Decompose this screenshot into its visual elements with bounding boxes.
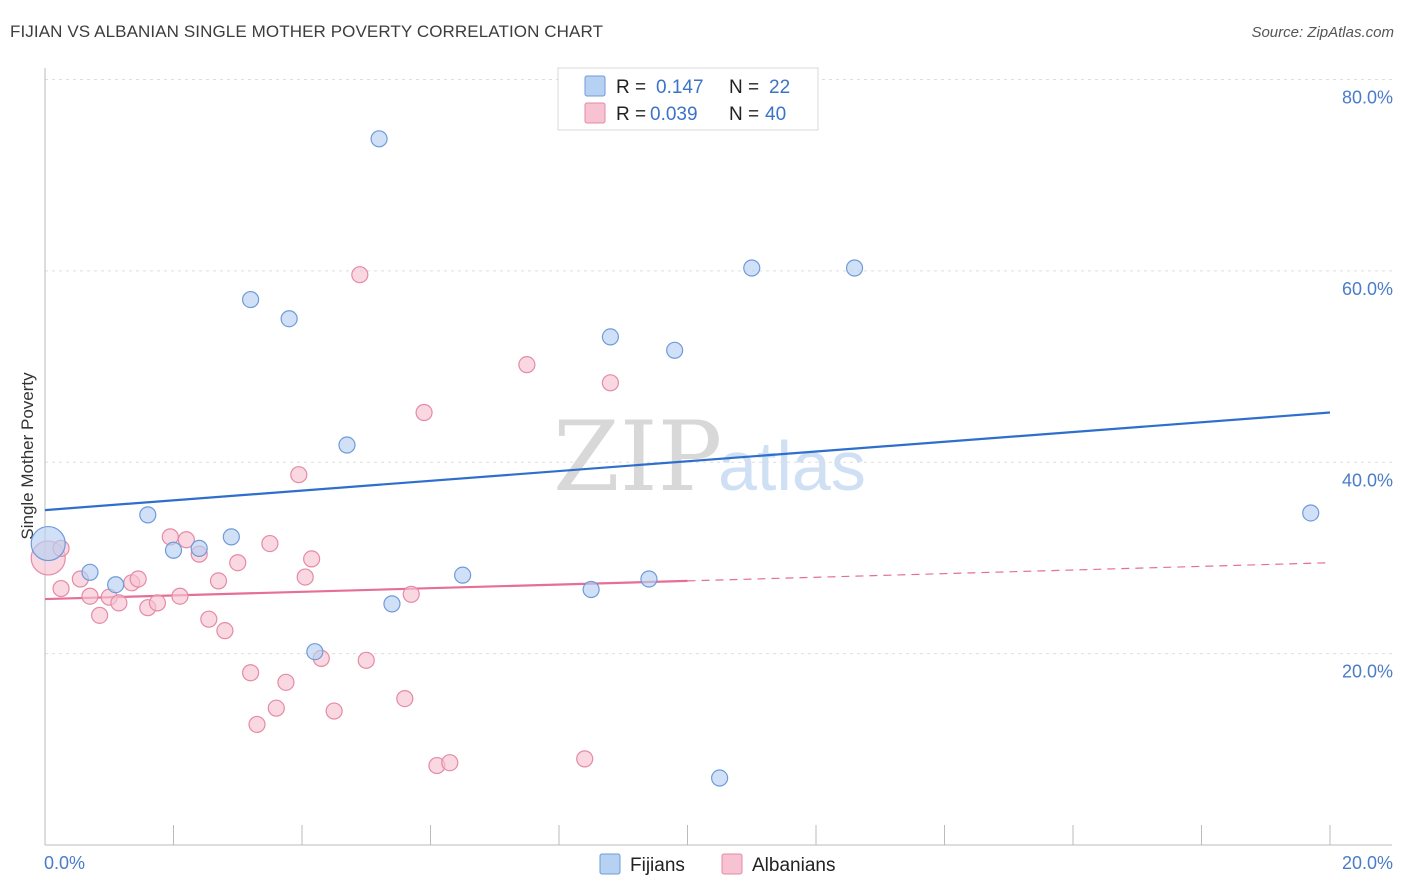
legend-swatch-albanians [584, 102, 606, 124]
point-fijians-14 [582, 580, 600, 599]
legend-fijians-r-value: 0.147 [656, 77, 704, 98]
trend-line-fijians [44, 411, 1331, 512]
point-albanians-36 [441, 754, 459, 772]
point-fijians-17 [666, 341, 684, 359]
point-albanians-21 [248, 715, 266, 734]
point-albanians-22 [261, 534, 279, 553]
point-albanians-23 [267, 699, 285, 717]
x-tick-label-max: 20.0% [1342, 853, 1393, 873]
point-albanians-18 [216, 622, 234, 640]
data-points [30, 130, 1320, 787]
point-fijians-15 [601, 328, 620, 346]
trend-line-albanians-extension [687, 562, 1331, 582]
legend-albanians-n-label: N = [729, 104, 759, 125]
point-fijians-21 [1302, 504, 1320, 522]
x-ticks [44, 825, 1331, 845]
y-tick-label-80: 80.0% [1342, 88, 1393, 108]
point-albanians-16 [200, 610, 218, 628]
point-fijians-16 [640, 570, 658, 588]
point-fijians-1 [81, 563, 99, 581]
bottom-legend-swatch-fijians [599, 853, 621, 875]
watermark-zip: ZIP [553, 401, 722, 513]
point-albanians-11 [148, 594, 167, 612]
point-albanians-13 [171, 587, 189, 605]
point-albanians-33 [402, 585, 420, 603]
legend-albanians-r-value: 0.039 [650, 104, 698, 125]
point-albanians-4 [81, 587, 99, 605]
point-fijians-4 [164, 541, 183, 559]
point-albanians-7 [110, 594, 128, 612]
point-fijians-2 [107, 576, 125, 594]
legend-fijians-n-value: 22 [769, 77, 790, 98]
point-fijians-18 [711, 769, 729, 787]
point-albanians-30 [351, 266, 369, 284]
point-fijians-11 [370, 130, 388, 148]
legend-fijians-r-label: R = [616, 77, 646, 98]
bottom-legend: Fijians Albanians [599, 853, 835, 876]
bottom-legend-albanians: Albanians [752, 855, 835, 876]
point-albanians-38 [576, 750, 594, 768]
point-fijians-20 [845, 259, 864, 277]
point-fijians-3 [139, 506, 157, 524]
point-albanians-9 [129, 570, 147, 588]
point-fijians-6 [222, 528, 240, 546]
legend-albanians-n-value: 40 [765, 104, 786, 125]
legend-swatch-fijians [584, 75, 606, 97]
axes [44, 68, 1392, 846]
bottom-legend-fijians: Fijians [630, 855, 685, 876]
point-albanians-2 [52, 579, 70, 598]
point-albanians-29 [325, 702, 343, 720]
point-albanians-5 [91, 606, 109, 624]
point-fijians-0 [30, 525, 66, 562]
x-tick-label-min: 0.0% [44, 853, 85, 873]
point-fijians-10 [338, 436, 356, 454]
grid-lines [45, 79, 1392, 655]
y-tick-labels: 20.0% 40.0% 60.0% 80.0% [1342, 88, 1393, 682]
point-fijians-5 [190, 539, 208, 557]
point-albanians-17 [209, 572, 228, 590]
watermark-atlas: atlas [718, 427, 866, 505]
point-albanians-37 [518, 356, 536, 374]
point-fijians-19 [743, 259, 761, 277]
point-albanians-14 [177, 531, 195, 549]
point-albanians-20 [242, 664, 260, 682]
point-albanians-34 [415, 403, 433, 422]
point-albanians-19 [229, 554, 247, 572]
source-credit: Source: ZipAtlas.com [1251, 24, 1394, 41]
bottom-legend-swatch-albanians [721, 853, 743, 875]
y-tick-label-60: 60.0% [1342, 279, 1393, 299]
point-albanians-39 [601, 374, 620, 392]
point-albanians-27 [303, 550, 321, 568]
point-fijians-12 [383, 595, 401, 613]
point-fijians-9 [306, 643, 324, 661]
point-fijians-13 [454, 566, 472, 584]
chart-title: FIJIAN VS ALBANIAN SINGLE MOTHER POVERTY… [10, 22, 604, 41]
trend-lines [44, 411, 1331, 601]
y-axis-label: Single Mother Poverty [18, 372, 37, 540]
point-albanians-32 [396, 689, 414, 708]
point-albanians-31 [357, 651, 375, 669]
legend: R = 0.147 N = 22 R = 0.039 N = 40 [557, 67, 819, 131]
point-fijians-8 [280, 310, 298, 328]
y-tick-label-20: 20.0% [1342, 662, 1393, 682]
legend-albanians-r-label: R = [616, 104, 646, 125]
y-tick-label-40: 40.0% [1342, 470, 1393, 490]
legend-fijians-n-label: N = [729, 77, 759, 98]
point-fijians-7 [242, 290, 260, 309]
point-albanians-26 [296, 568, 314, 586]
trend-line-albanians [44, 579, 688, 601]
point-albanians-25 [290, 466, 308, 484]
point-albanians-24 [277, 673, 295, 691]
